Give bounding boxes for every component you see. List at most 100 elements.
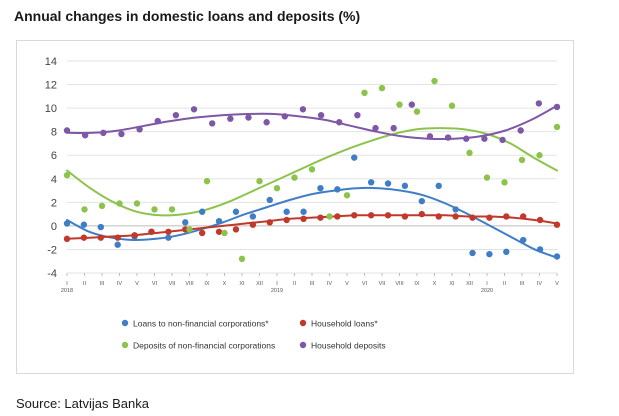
data-point-series-2 [198, 229, 206, 237]
data-point-series-4 [154, 117, 161, 125]
y-tick-label: 0 [51, 221, 57, 233]
x-tick-label: IV [117, 281, 123, 287]
y-tick-label: 6 [51, 150, 57, 162]
data-point-series-3 [291, 174, 298, 181]
legend-marker [121, 319, 129, 327]
x-tick-label: XI [239, 281, 245, 287]
x-tick-label: V [135, 281, 139, 287]
x-tick-label: XII [466, 281, 473, 287]
x-tick-label: I [486, 281, 488, 287]
data-point-series-4 [245, 114, 252, 121]
data-point-series-4 [372, 124, 379, 132]
data-point-series-4 [281, 113, 288, 120]
x-tick-label: IX [204, 281, 210, 287]
x-tick-label: V [345, 281, 349, 287]
data-point-series-3 [483, 174, 491, 181]
data-point-series-1 [351, 154, 358, 161]
data-point-series-1 [97, 223, 104, 231]
data-point-series-2 [553, 221, 561, 228]
data-point-series-2 [469, 214, 476, 221]
data-point-series-1 [486, 250, 493, 258]
x-tick-label: IV [537, 281, 543, 287]
source-note: Source: Latvijas Banka [16, 396, 149, 411]
data-point-series-4 [426, 133, 434, 140]
y-tick-label: 12 [45, 80, 57, 92]
y-tick-label: -2 [47, 244, 57, 256]
legend-label: Household deposits [311, 341, 386, 351]
x-tick-label: VI [152, 281, 158, 287]
data-point-series-2 [283, 216, 290, 224]
point-layer [63, 77, 561, 263]
data-point-series-2 [486, 214, 493, 221]
data-point-series-1 [317, 185, 324, 192]
trend-line-series-1 [66, 186, 558, 259]
data-point-series-4 [227, 115, 234, 122]
x-tick-label: II [293, 281, 297, 287]
data-point-series-3 [343, 192, 351, 199]
data-point-series-4 [118, 130, 125, 138]
x-tick-label: IX [414, 281, 420, 287]
data-point-series-4 [499, 136, 506, 144]
data-point-series-2 [334, 213, 341, 220]
data-point-series-2 [148, 228, 155, 235]
data-point-series-4 [408, 101, 416, 108]
data-point-series-2 [418, 210, 426, 218]
data-point-series-1 [469, 249, 476, 257]
data-point-series-4 [481, 135, 488, 142]
x-year-label: 2020 [481, 288, 493, 294]
trend-line-series-3 [66, 127, 558, 217]
y-tick-label: 14 [45, 56, 57, 68]
data-point-series-1 [384, 180, 392, 187]
data-point-series-3 [81, 206, 88, 213]
x-tick-label: II [503, 281, 507, 287]
data-point-series-3 [98, 202, 106, 210]
x-tick-label: VIII [395, 281, 404, 287]
data-point-series-4 [463, 135, 470, 142]
data-point-series-2 [114, 234, 121, 241]
data-point-series-1 [215, 217, 223, 225]
data-point-series-2 [63, 235, 71, 243]
x-tick-label: I [276, 281, 278, 287]
x-tick-label: III [100, 281, 105, 287]
data-point-series-1 [165, 234, 172, 241]
data-point-series-2 [266, 219, 273, 226]
data-point-series-2 [520, 213, 527, 220]
chart-panel: -4 -2 0 2 4 6 8 10 12 14 I II III IV V VI VII VIII IX X XI XI… [16, 40, 574, 374]
data-point-series-1 [63, 220, 71, 227]
x-tick-label: VI [362, 281, 368, 287]
data-point-series-2 [452, 213, 459, 220]
data-point-series-3 [378, 84, 386, 92]
data-point-series-3 [326, 213, 333, 220]
data-point-series-4 [517, 127, 524, 134]
data-point-series-4 [444, 134, 452, 141]
data-point-series-3 [116, 200, 123, 207]
data-point-series-1 [266, 196, 273, 204]
data-point-series-2 [97, 234, 104, 241]
data-point-series-2 [351, 212, 358, 219]
data-point-series-3 [501, 179, 508, 186]
y-tick-label: 10 [45, 103, 57, 115]
data-point-series-3 [413, 108, 421, 115]
data-point-series-3 [168, 206, 176, 213]
data-point-series-4 [63, 127, 71, 134]
data-point-series-3 [133, 200, 141, 207]
data-point-series-3 [396, 101, 403, 108]
data-point-series-3 [536, 152, 543, 159]
data-point-series-3 [466, 149, 473, 157]
data-point-series-1 [553, 253, 561, 260]
data-point-series-3 [361, 89, 368, 96]
x-tick-label: V [555, 281, 559, 287]
data-point-series-2 [317, 214, 324, 221]
data-point-series-3 [308, 166, 316, 173]
x-year-label: 2018 [61, 288, 73, 294]
data-point-series-4 [81, 132, 89, 139]
data-point-series-4 [535, 100, 543, 107]
data-point-series-1 [401, 182, 409, 190]
x-tick-label: VII [169, 281, 176, 287]
data-point-series-2 [131, 232, 138, 239]
data-point-series-4 [390, 124, 397, 132]
data-point-series-1 [503, 248, 510, 255]
data-point-series-1 [232, 208, 240, 215]
data-point-series-1 [80, 221, 88, 228]
data-point-series-4 [208, 120, 216, 127]
